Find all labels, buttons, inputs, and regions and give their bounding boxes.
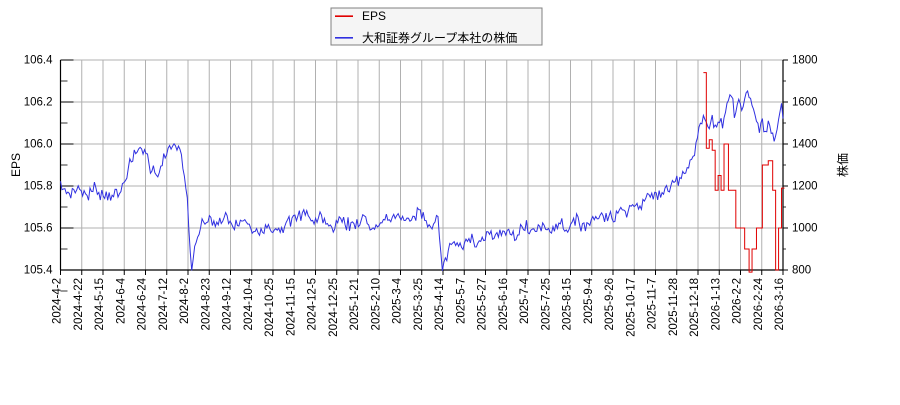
svg-text:2025-9-26: 2025-9-26 bbox=[604, 278, 616, 330]
svg-text:1600: 1600 bbox=[792, 96, 818, 108]
svg-text:2025-6-16: 2025-6-16 bbox=[498, 278, 510, 330]
svg-text:2024-4-2: 2024-4-2 bbox=[52, 278, 64, 324]
svg-text:株価: 株価 bbox=[834, 153, 851, 177]
svg-text:2024-10-25: 2024-10-25 bbox=[264, 278, 276, 337]
svg-text:2024-8-23: 2024-8-23 bbox=[200, 278, 212, 330]
svg-text:2026-3-16: 2026-3-16 bbox=[774, 278, 786, 330]
svg-text:2024-7-12: 2024-7-12 bbox=[158, 278, 170, 330]
svg-text:106.0: 106.0 bbox=[24, 138, 53, 150]
svg-text:2025-2-10: 2025-2-10 bbox=[370, 278, 382, 330]
svg-text:1200: 1200 bbox=[792, 180, 818, 192]
svg-text:2025-7-25: 2025-7-25 bbox=[540, 278, 552, 330]
svg-text:105.6: 105.6 bbox=[24, 222, 53, 234]
svg-text:105.4: 105.4 bbox=[24, 264, 53, 276]
svg-text:105.8: 105.8 bbox=[24, 180, 53, 192]
svg-text:EPS: EPS bbox=[9, 153, 23, 177]
svg-text:2025-11-7: 2025-11-7 bbox=[647, 278, 659, 330]
svg-text:2025-5-7: 2025-5-7 bbox=[455, 278, 467, 324]
svg-text:2025-8-15: 2025-8-15 bbox=[562, 278, 574, 330]
svg-text:2025-3-4: 2025-3-4 bbox=[392, 277, 404, 324]
svg-text:800: 800 bbox=[792, 264, 811, 276]
svg-text:2025-1-21: 2025-1-21 bbox=[349, 278, 361, 330]
svg-text:2026-2-24: 2026-2-24 bbox=[753, 277, 765, 330]
svg-text:EPS: EPS bbox=[362, 9, 386, 23]
svg-text:2025-7-4: 2025-7-4 bbox=[519, 277, 531, 324]
svg-text:1800: 1800 bbox=[792, 54, 818, 66]
svg-text:2024-4-22: 2024-4-22 bbox=[73, 278, 85, 330]
svg-text:2024-12-5: 2024-12-5 bbox=[307, 278, 319, 330]
svg-text:2024-8-2: 2024-8-2 bbox=[179, 278, 191, 324]
svg-text:2025-5-27: 2025-5-27 bbox=[477, 278, 489, 330]
svg-text:2024-12-25: 2024-12-25 bbox=[328, 278, 340, 337]
svg-text:2025-12-18: 2025-12-18 bbox=[689, 278, 701, 337]
svg-text:1000: 1000 bbox=[792, 222, 818, 234]
svg-text:2026-1-13: 2026-1-13 bbox=[710, 278, 722, 330]
svg-text:2024-10-4: 2024-10-4 bbox=[243, 277, 255, 330]
svg-text:1400: 1400 bbox=[792, 138, 818, 150]
svg-text:2024-11-15: 2024-11-15 bbox=[285, 278, 297, 336]
svg-text:2024-6-24: 2024-6-24 bbox=[137, 277, 149, 330]
svg-text:2025-10-17: 2025-10-17 bbox=[625, 278, 637, 337]
svg-text:2024-9-12: 2024-9-12 bbox=[222, 278, 234, 330]
svg-text:2024-6-4: 2024-6-4 bbox=[115, 277, 127, 324]
svg-text:2025-3-25: 2025-3-25 bbox=[413, 278, 425, 330]
svg-text:2025-11-28: 2025-11-28 bbox=[668, 278, 680, 336]
svg-text:2025-4-14: 2025-4-14 bbox=[434, 277, 446, 330]
svg-text:2025-9-4: 2025-9-4 bbox=[583, 277, 595, 324]
svg-text:2026-2-2: 2026-2-2 bbox=[732, 278, 744, 324]
svg-text:2024-5-15: 2024-5-15 bbox=[94, 278, 106, 330]
svg-text:106.2: 106.2 bbox=[24, 96, 53, 108]
svg-text:106.4: 106.4 bbox=[24, 54, 53, 66]
svg-text:大和証券グループ本社の株価: 大和証券グループ本社の株価 bbox=[362, 29, 517, 46]
